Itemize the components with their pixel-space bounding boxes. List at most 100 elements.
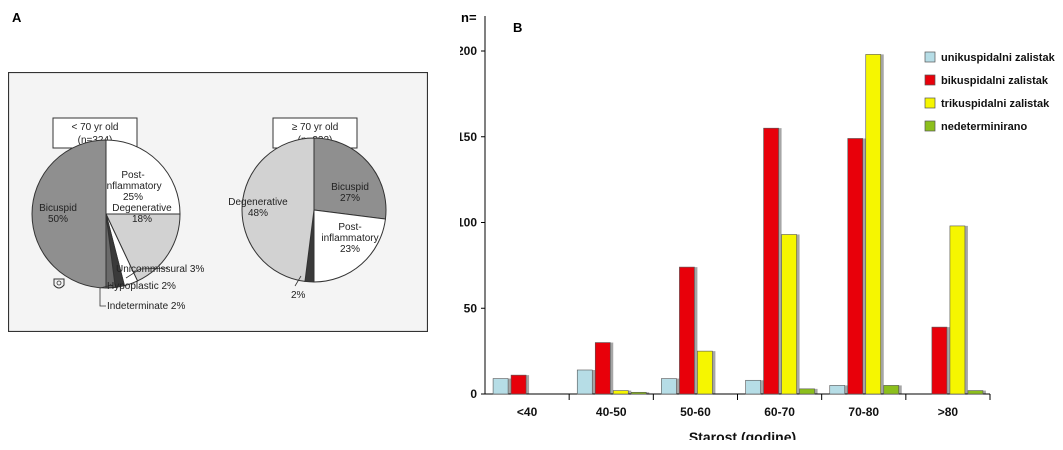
pie-chart-2: ≥ 70 yr old(n=322)Bicuspid27%Post-inflam… <box>228 117 387 283</box>
callout-label: Unicommissural 3% <box>116 264 204 275</box>
y-tick-label: 0 <box>470 387 477 401</box>
bar-shade <box>712 351 716 394</box>
pie-slice-label: Bicuspid <box>39 203 77 214</box>
bar <box>829 385 846 395</box>
pie-slice-label: Bicuspid <box>331 182 369 193</box>
bar <box>492 378 509 395</box>
bar <box>949 225 966 395</box>
bar-shade <box>964 225 968 394</box>
bar <box>594 342 611 395</box>
bar <box>865 54 882 395</box>
pie-slice-label: 27% <box>340 193 360 204</box>
bar <box>799 388 815 395</box>
y-axis-label: n= <box>461 10 477 25</box>
bar <box>763 127 779 395</box>
bar-shade <box>844 385 848 394</box>
bar-shade <box>760 380 764 394</box>
bar <box>576 369 593 395</box>
bar <box>679 266 695 395</box>
publisher-logo-icon <box>53 278 65 289</box>
bar <box>883 385 900 395</box>
legend-label: trikuspidalni zalistak <box>941 98 1050 110</box>
bar <box>931 326 948 395</box>
pie-slice-label: inflammatory <box>104 181 161 192</box>
legend-swatch <box>924 51 936 63</box>
callout-line <box>109 283 113 287</box>
bar-shade <box>628 390 632 394</box>
bar <box>967 390 984 395</box>
pie-slice-label: 23% <box>340 244 360 255</box>
pie-slice-label: Post- <box>338 222 361 233</box>
x-tick-label: 60-70 <box>764 405 795 419</box>
legend-label: unikuspidalni zalistak <box>941 52 1056 64</box>
bar-shade <box>694 267 698 394</box>
pie-slice-label: Post- <box>121 170 144 181</box>
logo-shape <box>53 278 65 289</box>
legend-label: bikuspidalni zalistak <box>941 75 1049 87</box>
callout-label: Hypoplastic 2% <box>107 281 176 292</box>
pie-charts-panel: < 70 yr old(n=324)Post-inflammatory25%De… <box>8 72 428 332</box>
bar-shade <box>862 138 866 394</box>
bar-shade <box>796 234 800 394</box>
bar <box>847 138 864 395</box>
x-tick-label: 70-80 <box>848 405 879 419</box>
bar <box>781 234 797 395</box>
x-axis-title: Starost (godine) <box>689 429 796 440</box>
pie-slice-label: 18% <box>132 214 152 225</box>
legend-label: nedeterminirano <box>941 121 1027 133</box>
bar-shade <box>526 375 530 394</box>
bar-shade <box>676 378 680 394</box>
pie-slice-label: 25% <box>123 192 143 203</box>
pie-chart-1: < 70 yr old(n=324)Post-inflammatory25%De… <box>31 117 181 289</box>
bar-shade <box>592 369 596 394</box>
callout-label: Indeterminate 2% <box>107 301 185 312</box>
bar-shade <box>610 342 614 394</box>
bar-shade <box>646 392 650 394</box>
bar <box>510 374 527 395</box>
legend-swatch <box>924 120 936 132</box>
bar <box>745 379 761 395</box>
pie-1-callouts: Unicommissural 3% Hypoplastic 2% Indetermi… <box>99 264 204 312</box>
y-tick-label: 200 <box>460 44 477 58</box>
x-tick-label: >80 <box>938 405 959 419</box>
legend-swatch <box>924 97 936 109</box>
pie-slice-degenerative <box>241 137 315 282</box>
callout-line <box>99 285 109 307</box>
logo-shape <box>56 280 62 286</box>
bar-shade <box>508 378 512 394</box>
x-tick-label: <40 <box>517 405 538 419</box>
bar-shade <box>814 388 818 394</box>
callout-label: 2% <box>291 290 306 301</box>
bar <box>612 390 629 395</box>
x-tick-label: 50-60 <box>680 405 711 419</box>
bar-shade <box>778 128 782 395</box>
pie-slice-label: inflammatory <box>321 233 378 244</box>
bar <box>630 391 647 395</box>
y-tick-label: 150 <box>460 130 477 144</box>
bar-shade <box>898 385 902 394</box>
legend-swatch <box>924 74 936 86</box>
pie-2-callouts: 2% <box>291 275 306 301</box>
pie-slice-bicuspid <box>31 139 107 289</box>
y-tick-label: 100 <box>460 216 477 230</box>
pie-header: < 70 yr old <box>72 122 119 133</box>
pie-slice-label: 50% <box>48 214 68 225</box>
pie-slice-bicuspid <box>313 137 387 220</box>
panel-a-label: A <box>12 10 22 25</box>
pie-slice-label: Degenerative <box>228 197 288 208</box>
callout-line <box>125 267 169 279</box>
bar-shade <box>982 390 986 394</box>
callout-line <box>294 275 302 287</box>
pie-slice-post-inflammatory <box>105 139 181 215</box>
y-tick-label: 50 <box>464 301 478 315</box>
bar-shade <box>946 327 950 394</box>
bar <box>661 378 677 395</box>
pie-slice-label: Degenerative <box>112 203 172 214</box>
pie-slice-degenerative <box>105 213 181 282</box>
pie-slice-label: 48% <box>248 208 268 219</box>
bar-chart: 0 50 100 150 200 <40 40-50 50-60 60-70 70-80 >80 St… <box>460 16 1056 440</box>
panel-b-label: B <box>513 20 523 35</box>
x-tick-label: 40-50 <box>596 405 627 419</box>
bar-shade <box>880 54 884 395</box>
